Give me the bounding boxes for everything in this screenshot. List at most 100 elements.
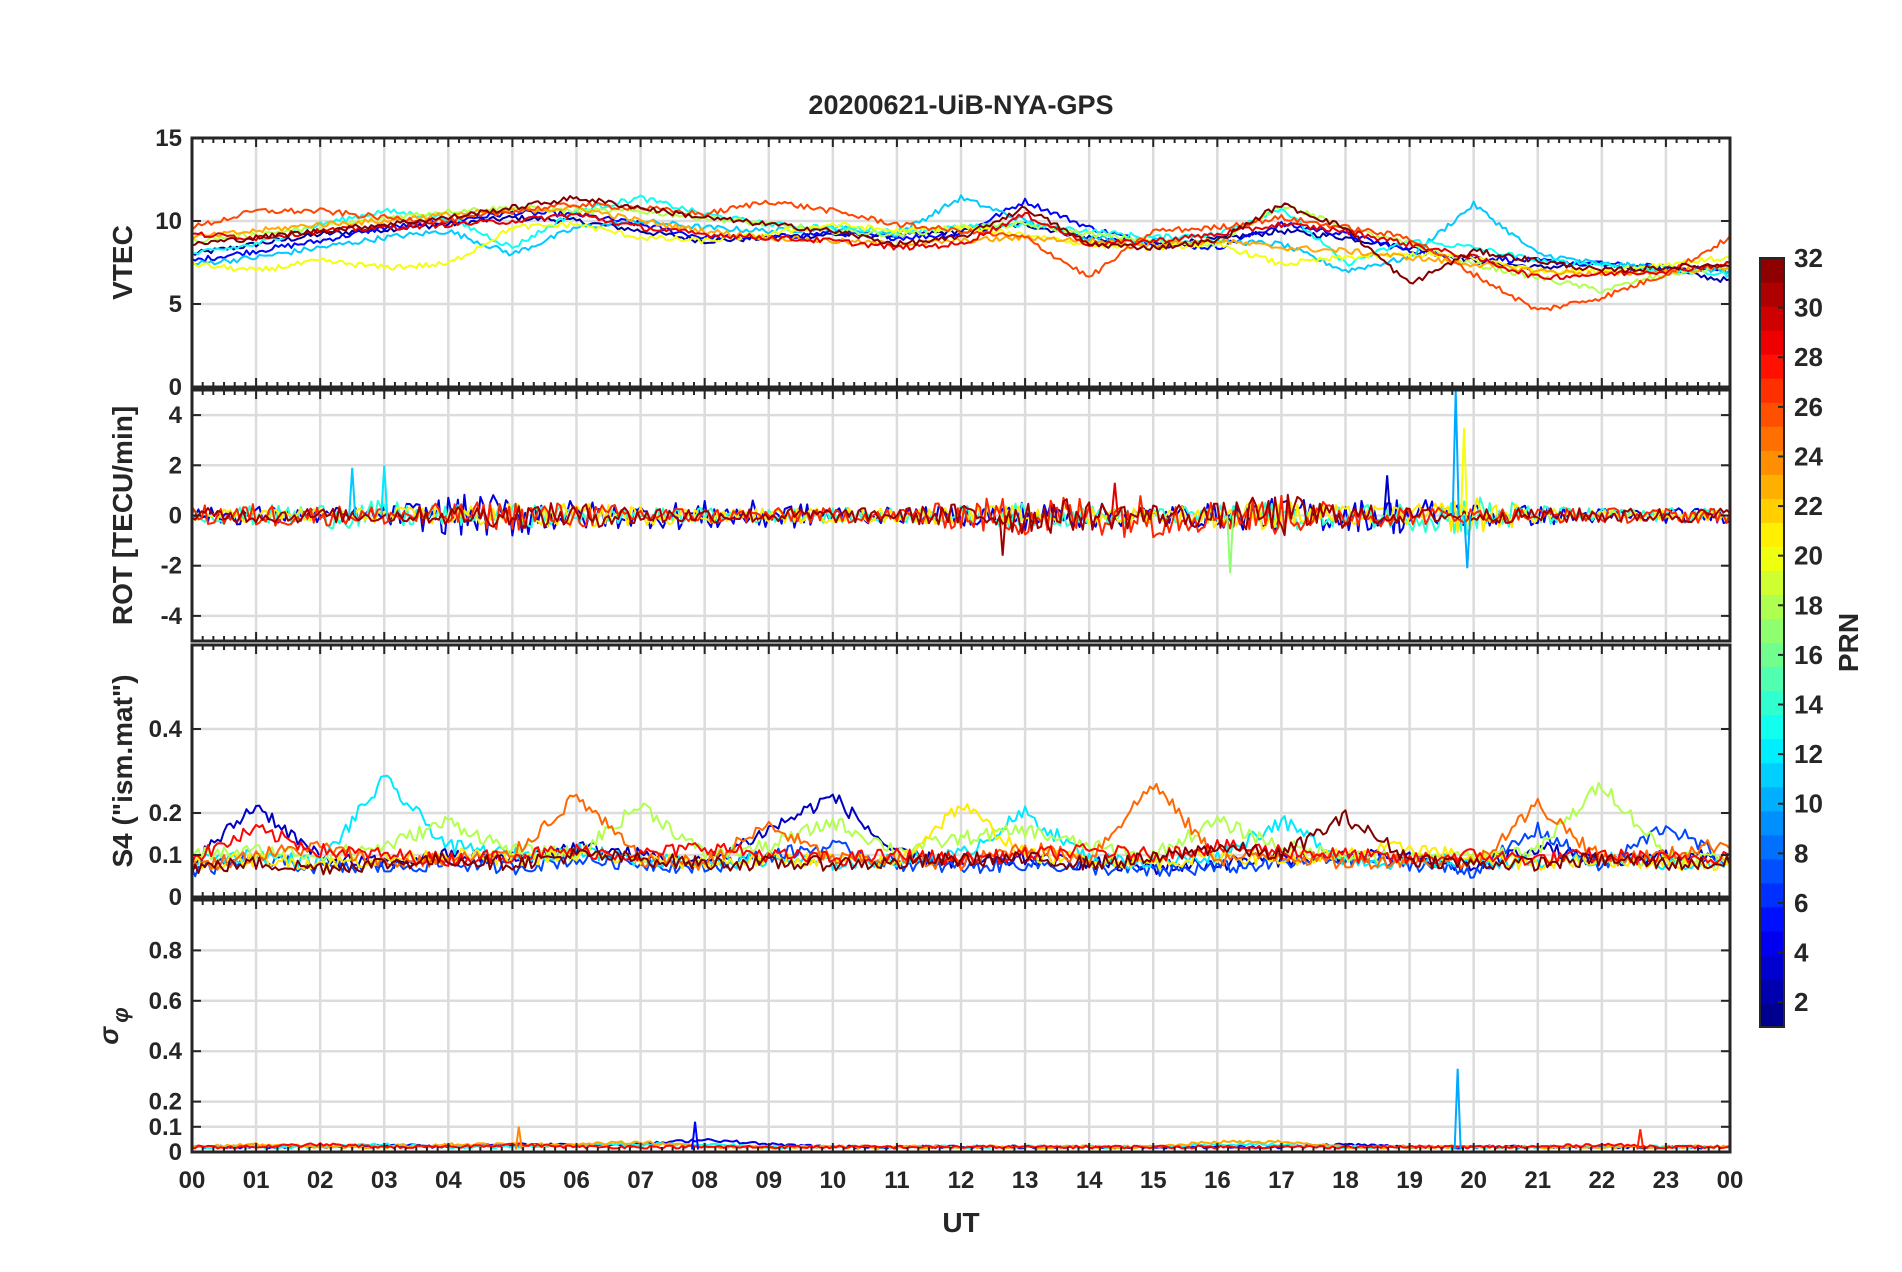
colorbar-swatch [1760,330,1784,355]
x-tick-label: 05 [499,1167,526,1194]
colorbar-tick-label: 16 [1794,640,1823,670]
x-tick-label: 17 [1268,1167,1295,1194]
series-line-prn-31 [192,493,1730,537]
colorbar-swatch [1760,354,1784,379]
colorbar-tick-label: 8 [1794,838,1808,868]
x-tick-label: 21 [1524,1167,1551,1194]
x-tick-label: 19 [1396,1167,1423,1194]
x-ticks [191,900,1731,1152]
colorbar-tick-label: 26 [1794,392,1823,422]
x-tick-label: 22 [1588,1167,1615,1194]
x-tick-label: 11 [884,1167,909,1194]
y-tick-label: 0.1 [149,842,182,869]
x-tick-label: 09 [755,1167,782,1194]
spike-prn-10 [1463,515,1472,569]
x-tick-label: 15 [1140,1167,1167,1194]
x-tick-label: 12 [948,1167,975,1194]
colorbar-swatch [1760,810,1784,836]
colorbar-swatch [1760,522,1784,547]
colorbar-tick-label: 22 [1794,491,1823,521]
x-tick-label: 01 [243,1167,270,1194]
colorbar-swatch [1760,306,1784,331]
x-tick-label: 14 [1076,1167,1103,1194]
colorbar-label: PRN [1833,613,1864,672]
y-tick-label: 0.8 [149,937,182,964]
colorbar-tick-label: 10 [1794,789,1823,819]
y-tick-label: 0 [169,884,182,911]
colorbar-swatch [1760,474,1784,499]
x-tick-label: 06 [563,1167,590,1194]
colorbar-swatch [1760,618,1784,644]
series-line-prn-11 [192,194,1730,275]
colorbar-tick-label: 4 [1794,938,1809,968]
y-axis-label: S4 ("ism.mat") [107,674,138,867]
x-tick-label: 16 [1204,1167,1231,1194]
panel-vtec: 0 5 10 15 VTEC [107,125,1732,401]
colorbar-swatch [1760,930,1784,956]
x-tick-label: 18 [1332,1167,1359,1194]
panel-s4: 0 0.1 0.2 0.4 S4 ("ism.mat") [107,643,1732,911]
y-axis-label: σφ [94,1007,133,1044]
x-tick-label: 07 [627,1167,654,1194]
colorbar-frame [1759,257,1785,1028]
y-tick-label: 2 [169,452,182,479]
spike-prn-17 [1226,515,1235,574]
colorbar-swatch [1760,690,1784,716]
colorbar-swatch [1760,858,1784,884]
y-tick-label: 4 [169,402,183,429]
y-tick-label: 5 [169,291,182,318]
y-tick-label: 0 [169,1139,182,1166]
series-line-prn-32 [192,195,1730,285]
colorbar-swatch [1760,570,1784,596]
x-ticks [191,645,1731,897]
series-line-prn-28 [192,823,1730,868]
x-tick-label: 02 [307,1167,334,1194]
series-line-prn-32 [192,809,1730,876]
x-tick-label: 00 [179,1167,206,1194]
colorbar-tick-label: 2 [1794,987,1808,1017]
colorbar-tick-label: 6 [1794,888,1808,918]
spike-prn-3 [1383,475,1392,516]
colorbar-swatch [1760,426,1784,451]
spike-prn-20 [1460,427,1469,516]
spike-prn-24 [514,1126,523,1150]
spike-prn-5 [691,1121,700,1150]
colorbar-swatch [1760,546,1784,572]
colorbar-swatch [1760,954,1784,980]
y-axis-label: ROT [TECU/min] [107,406,138,625]
y-tick-label: -2 [161,553,182,580]
x-tick-label: 13 [1012,1167,1039,1194]
y-axis-label-main: σ [94,1026,124,1045]
panel-sigma_phi: 00.10.2 0.4 0.6 0.8 σφ [94,898,1732,1166]
x-ticks [191,138,1731,387]
spike-prn-10 [1453,1068,1462,1150]
colorbar-tick-label: 28 [1794,342,1823,372]
y-tick-label: 0.2 [149,1089,182,1116]
y-tick-label: 0.6 [149,988,182,1015]
colorbar-swatch [1760,714,1784,740]
colorbar-tick-label: 20 [1794,541,1823,571]
colorbar-swatch [1760,978,1784,1004]
spike-prn-12 [380,465,389,516]
colorbar-swatch [1760,450,1784,475]
x-tick-label: 23 [1653,1167,1680,1194]
series-line-prn-20 [192,221,1730,275]
y-tick-label: 0 [169,503,182,530]
colorbar-tick-label: 30 [1794,293,1823,323]
colorbar-swatch [1760,378,1784,403]
colorbar-swatch [1760,834,1784,860]
colorbar-tick-label: 14 [1794,690,1823,720]
x-ticks [191,390,1731,641]
x-axis-label: UT [942,1207,979,1238]
colorbar-tick-label: 24 [1794,441,1823,471]
y-axis-label: VTEC [107,225,138,300]
y-tick-label: 0.4 [149,716,183,743]
x-tick-label: 20 [1460,1167,1487,1194]
colorbar-swatch [1760,666,1784,692]
colorbar-swatch [1760,786,1784,812]
spike-prn-11 [348,467,357,516]
y-tick-label: 10 [155,208,182,235]
panel-data [192,194,1730,312]
y-tick-label: 15 [155,125,182,152]
